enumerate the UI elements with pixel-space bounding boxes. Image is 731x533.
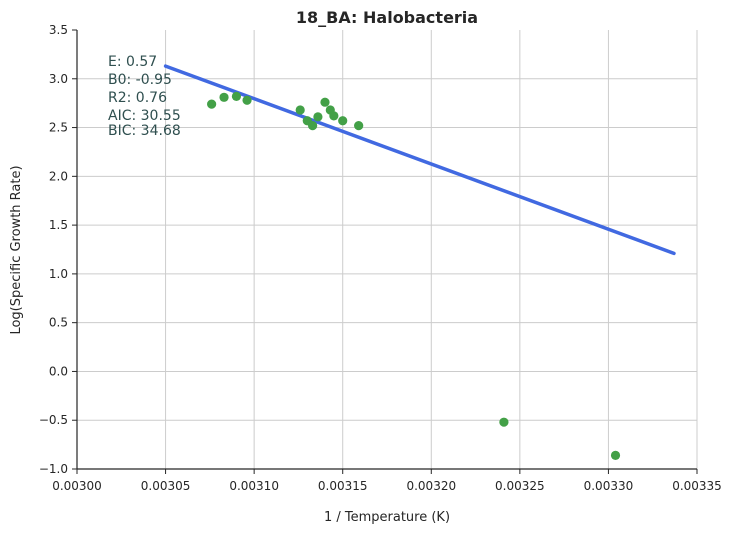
chart-title: 18_BA: Halobacteria [296,8,478,27]
y-tick-label: 0.0 [49,364,68,378]
grid-lines [77,30,698,469]
data-point [499,417,509,427]
y-tick-label: −1.0 [39,462,68,476]
stat-bic: BIC: 34.68 [108,123,181,139]
stat-aic: AIC: 30.55 [108,108,181,124]
x-tick-label: 0.00310 [229,479,279,493]
data-point [207,99,217,109]
y-tick-label: 1.5 [49,218,68,232]
x-tick-label: 0.00300 [52,479,102,493]
stat-r2: R2: 0.76 [108,90,167,106]
data-points [207,91,621,460]
y-tick-label: 0.5 [49,316,68,330]
axes [72,29,698,474]
y-tick-label: 2.0 [49,169,68,183]
x-tick-label: 0.00325 [495,479,545,493]
data-point [231,91,242,101]
y-tick-label: 3.5 [49,23,68,37]
data-point [219,92,229,102]
data-point [320,97,330,107]
x-axis-title: 1 / Temperature (K) [324,510,450,525]
fit-statistics: E: 0.57 B0: -0.95 R2: 0.76 AIC: 30.55 BI… [108,54,181,139]
y-axis-title: Log(Specific Growth Rate) [9,165,24,334]
y-tick-label: 2.5 [49,121,68,135]
y-tick-label: 1.0 [49,267,68,281]
y-tick-label: 3.0 [49,72,68,86]
y-tick-label: −0.5 [39,413,68,427]
data-point [610,450,621,460]
data-point [354,121,364,131]
data-point [308,121,318,131]
x-tick-label: 0.00335 [672,479,722,493]
tick-labels: 0.00300 0.00305 0.00310 0.00315 0.00320 0.003… [39,23,722,493]
data-point [313,112,323,122]
x-tick-label: 0.00315 [318,479,368,493]
data-point [329,111,339,121]
x-tick-label: 0.00330 [584,479,634,493]
data-point [242,95,252,105]
x-tick-label: 0.00320 [406,479,456,493]
stat-b0: B0: -0.95 [108,72,172,88]
stat-e: E: 0.57 [108,54,157,70]
x-tick-label: 0.00305 [141,479,191,493]
data-point [338,116,348,126]
data-point [295,105,305,115]
